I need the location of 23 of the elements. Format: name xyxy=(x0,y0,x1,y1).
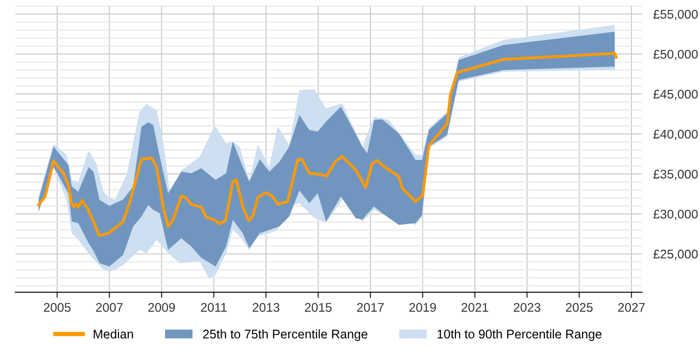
x-tick-label: 2015 xyxy=(304,302,332,312)
y-tick-label: £25,000 xyxy=(653,250,698,260)
x-tick-label: 2023 xyxy=(514,302,540,312)
x-tick-label: 2017 xyxy=(357,302,384,312)
x-tick-label: 2011 xyxy=(200,302,227,312)
y-tick-label: £50,000 xyxy=(653,50,698,60)
y-tick-label: £55,000 xyxy=(653,10,698,20)
y-tick-label: £30,000 xyxy=(653,210,698,220)
x-tick-label: 2027 xyxy=(618,302,645,312)
legend-label: 25th to 75th Percentile Range xyxy=(203,329,368,341)
line-series xyxy=(37,52,618,237)
x-tick-label: 2007 xyxy=(96,302,123,312)
x-tick-label: 2025 xyxy=(566,302,593,312)
x-tick-label: 2021 xyxy=(462,302,488,312)
y-tick-label: £40,000 xyxy=(653,130,698,140)
y-tick-label: £45,000 xyxy=(653,90,698,100)
legend-label: Median xyxy=(94,329,133,339)
legend-label: 10th to 90th Percentile Range xyxy=(438,329,602,341)
y-tick-label: £35,000 xyxy=(653,170,698,180)
x-tick-label: 2005 xyxy=(44,302,71,312)
x-tick-label: 2009 xyxy=(148,302,175,312)
x-tick-label: 2013 xyxy=(252,302,280,312)
x-tick-label: 2019 xyxy=(409,302,436,312)
